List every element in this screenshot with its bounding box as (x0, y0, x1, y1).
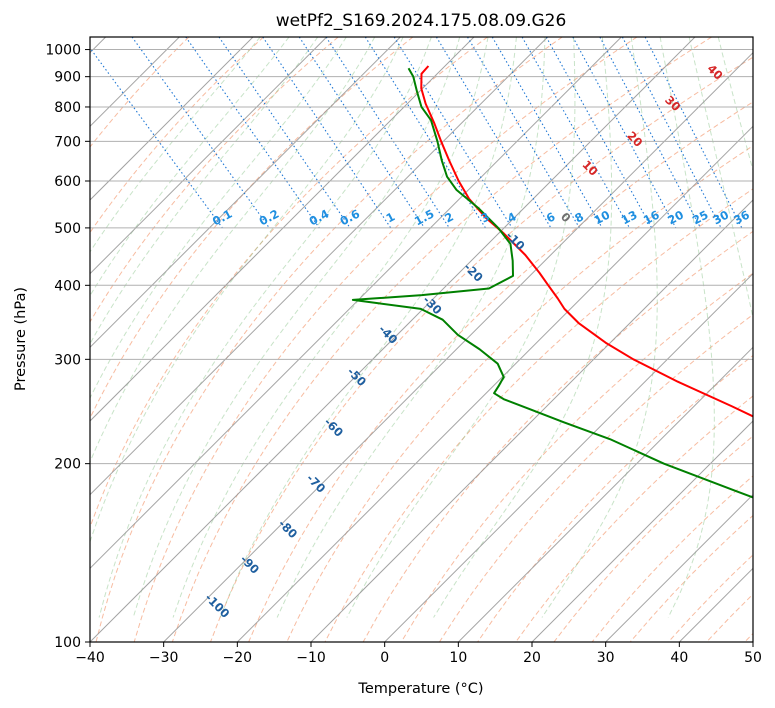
dry-adiabat (133, 37, 638, 642)
x-tick-label: 0 (380, 650, 389, 666)
moist-adiabat (346, 37, 576, 618)
mixing-ratio-label: 25 (690, 207, 711, 227)
x-tick-label: 50 (744, 650, 762, 666)
y-axis-title: Pressure (hPa) (13, 287, 29, 391)
plot-frame (89, 36, 754, 643)
mixing-ratio-line (521, 37, 630, 229)
dry-adiabat (248, 101, 753, 642)
x-tick-label: 30 (597, 650, 615, 666)
isotherm (90, 37, 328, 275)
moist-adiabat (90, 37, 347, 400)
mixing-ratio-label: 20 (665, 207, 686, 227)
y-tick-label: 100 (54, 635, 81, 651)
mixing-ratio-line (435, 37, 552, 229)
temperature-line (420, 65, 753, 418)
isotherm (90, 37, 549, 496)
dry-adiabat (90, 37, 339, 323)
mixing-ratio-line (572, 37, 677, 229)
y-tick-label: 400 (54, 278, 81, 294)
y-tick-label: 600 (54, 174, 81, 190)
y-tick-label: 200 (54, 457, 81, 473)
mixing-ratio-line (218, 37, 351, 229)
isotherm (236, 125, 753, 642)
y-tick-label: 500 (54, 221, 81, 237)
x-tick-label: −20 (223, 650, 253, 666)
moist-adiabat (132, 37, 461, 618)
plot-background (90, 37, 753, 642)
mixing-ratio-line (393, 37, 513, 229)
y-axis: 100 200 300 400 500 600 700 800 900 1000 (45, 43, 90, 651)
dry-adiabat (210, 56, 753, 642)
isotherm (310, 199, 753, 642)
moist-adiabat (541, 37, 658, 618)
y-tick-label: 300 (54, 352, 81, 368)
mixing-ratio-label: 30 (710, 207, 731, 227)
mixing-ratio-label: 10 (592, 207, 613, 227)
x-axis: −40 −30 −20 −10 0 10 20 30 40 50 (75, 642, 762, 666)
y-tick-label: 700 (54, 134, 81, 150)
dry-adiabat (90, 37, 190, 148)
x-tick-label: −30 (149, 650, 179, 666)
dry-adiabat (95, 37, 563, 642)
moist-adiabat (90, 37, 319, 345)
dry-adiabat (90, 37, 264, 234)
x-tick-label: 20 (523, 650, 541, 666)
y-tick-label: 800 (54, 100, 81, 116)
moist-adiabat (717, 37, 753, 173)
moist-adiabat (688, 37, 753, 321)
mixing-ratio-label: 13 (619, 208, 640, 228)
moist-adiabat (98, 37, 432, 618)
dry-adiabat (515, 395, 753, 642)
x-tick-label: 10 (449, 650, 467, 666)
mixing-ratio-label: 36 (731, 208, 752, 228)
y-tick-label: 900 (54, 70, 81, 86)
mixing-ratio-line (467, 37, 580, 229)
isotherm (384, 272, 753, 642)
chart-title: wetPf2_S169.2024.175.08.09.G26 (276, 11, 567, 31)
background-lines (90, 37, 753, 642)
isotherm (531, 420, 753, 642)
moist-adiabat (659, 37, 715, 618)
moist-adiabat (276, 37, 546, 618)
x-axis-title: Temperature (°C) (357, 681, 483, 697)
x-tick-label: −40 (75, 650, 105, 666)
isotherm (90, 37, 622, 570)
moist-adiabat (90, 37, 404, 544)
dewpoint-line (351, 67, 753, 499)
dry-adiabat (90, 37, 488, 529)
moist-adiabat (433, 37, 613, 618)
dry-adiabat (171, 37, 712, 642)
isotherm (90, 37, 401, 349)
mixing-ratio-line (545, 37, 653, 229)
sounding-lines (351, 65, 753, 499)
x-tick-label: −10 (296, 650, 326, 666)
mixing-ratio-line (325, 37, 450, 229)
mixing-ratio-line (364, 37, 486, 229)
dry-adiabat (439, 313, 753, 642)
x-tick-label: 40 (670, 650, 688, 666)
isotherm (457, 346, 753, 642)
isotherm (90, 37, 475, 422)
mixing-ratio-line (185, 37, 320, 229)
isotherm (90, 37, 696, 642)
dry-adiabat (400, 272, 753, 642)
moist-adiabat (219, 37, 517, 618)
y-tick-label: 1000 (45, 43, 81, 59)
isotherm (90, 37, 254, 201)
moist-adiabat (90, 37, 290, 297)
isotherm (605, 493, 753, 642)
moist-adiabat (90, 37, 376, 464)
mixing-ratio-label: 16 (641, 208, 662, 228)
mixing-ratio-line (491, 37, 603, 229)
moist-adiabat (90, 37, 261, 253)
